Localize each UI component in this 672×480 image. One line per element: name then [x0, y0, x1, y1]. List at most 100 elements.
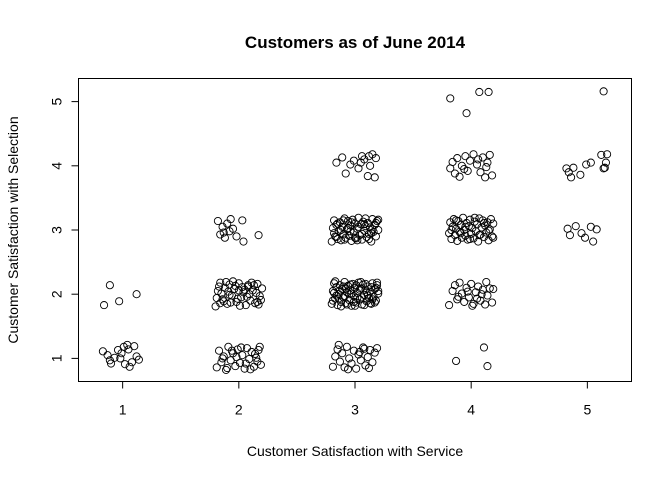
data-point	[217, 358, 226, 367]
data-point	[334, 340, 343, 349]
data-point	[226, 215, 235, 224]
data-point	[219, 352, 228, 361]
data-point	[125, 362, 134, 371]
data-point	[213, 216, 222, 226]
data-point	[582, 160, 591, 169]
data-point	[241, 359, 250, 368]
data-point	[600, 163, 609, 172]
x-tick-label: 5	[583, 402, 591, 418]
data-point	[331, 352, 340, 361]
data-point	[350, 233, 360, 242]
data-point	[364, 152, 373, 161]
data-point	[472, 160, 482, 169]
data-point	[246, 365, 255, 374]
data-point	[232, 353, 241, 362]
data-point	[355, 285, 364, 294]
data-point	[367, 237, 376, 246]
data-point	[215, 282, 224, 291]
data-point	[474, 237, 483, 246]
data-point	[455, 172, 464, 181]
data-point	[599, 87, 608, 96]
data-point	[332, 158, 341, 167]
data-point	[489, 233, 498, 242]
data-point	[100, 301, 109, 310]
chart-title: Customers as of June 2014	[245, 33, 466, 52]
data-point	[368, 225, 377, 234]
x-tick-label: 3	[351, 402, 359, 418]
data-point	[235, 301, 245, 310]
data-point	[484, 87, 493, 97]
data-point	[249, 281, 258, 290]
data-point	[470, 213, 479, 222]
data-point	[477, 290, 486, 299]
data-point	[238, 351, 247, 360]
data-point	[373, 216, 382, 226]
data-point	[452, 216, 461, 225]
data-point	[472, 294, 482, 303]
data-point	[364, 234, 373, 244]
data-point	[360, 220, 369, 229]
data-point	[253, 279, 262, 288]
data-point	[366, 161, 375, 170]
data-point	[242, 292, 252, 301]
data-point	[483, 158, 492, 167]
data-point	[367, 229, 376, 238]
data-point	[469, 150, 478, 159]
data-point	[363, 172, 372, 181]
data-point	[374, 289, 383, 298]
y-axis-label: Customer Satisfaction with Selection	[5, 116, 21, 343]
data-point	[244, 281, 253, 290]
data-point	[474, 155, 483, 164]
data-point	[239, 237, 248, 246]
plot-frame	[78, 78, 632, 382]
data-point	[353, 236, 362, 245]
y-tick-label: 2	[49, 290, 65, 298]
data-point	[252, 353, 261, 362]
data-point	[371, 283, 380, 292]
data-point	[364, 363, 373, 373]
data-point	[353, 293, 362, 303]
data-point	[467, 279, 476, 288]
data-point	[134, 355, 143, 364]
data-point	[450, 281, 459, 290]
data-point	[342, 342, 351, 351]
data-point	[347, 218, 356, 227]
data-point	[223, 363, 232, 373]
data-point	[580, 233, 590, 242]
data-point	[332, 233, 341, 242]
data-point	[228, 277, 238, 286]
data-point	[212, 363, 221, 372]
data-point	[373, 278, 382, 287]
data-point	[232, 232, 241, 241]
data-point	[337, 302, 346, 311]
data-point	[489, 219, 498, 228]
data-point	[571, 222, 580, 231]
data-point	[345, 290, 354, 299]
data-point	[116, 354, 125, 363]
data-point	[341, 284, 350, 293]
data-point	[370, 173, 379, 182]
data-point	[586, 158, 595, 167]
data-point	[603, 150, 612, 159]
data-point	[221, 365, 231, 374]
data-point	[253, 357, 262, 366]
data-point	[471, 288, 480, 297]
data-point	[255, 342, 264, 351]
data-point	[601, 158, 610, 167]
data-point	[488, 298, 497, 307]
data-point	[357, 229, 367, 238]
data-point	[565, 231, 574, 240]
data-point	[346, 227, 355, 236]
y-tick-label: 1	[49, 354, 65, 362]
data-point	[465, 234, 475, 244]
data-point	[216, 278, 225, 287]
data-point	[345, 354, 354, 363]
data-point	[368, 295, 377, 304]
data-point	[445, 301, 454, 310]
data-point	[597, 150, 606, 159]
data-point	[258, 284, 267, 293]
data-point	[227, 346, 236, 355]
data-point	[363, 353, 372, 362]
data-point	[330, 279, 339, 288]
data-point	[461, 152, 470, 161]
